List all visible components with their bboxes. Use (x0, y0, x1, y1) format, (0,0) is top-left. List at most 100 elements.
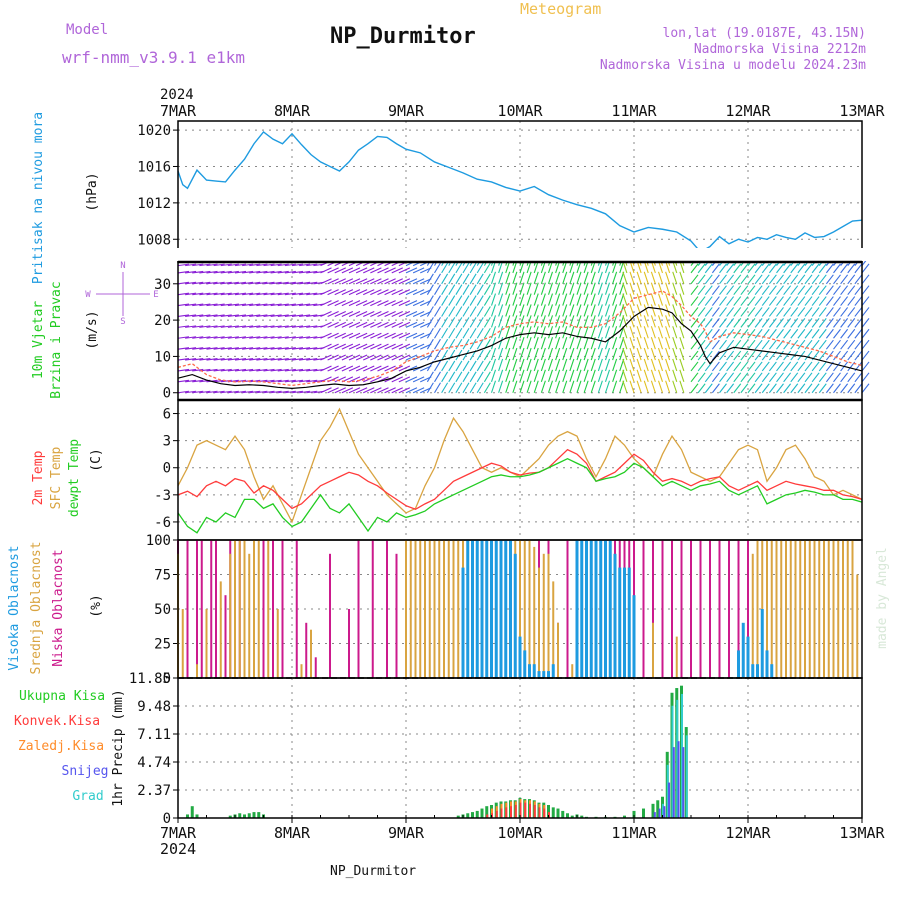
wind-barb (213, 379, 225, 383)
wind-barb (199, 270, 211, 274)
wind-barb (690, 296, 699, 306)
wind-barb (434, 349, 441, 361)
wind-barb (526, 347, 532, 361)
wind-barb (476, 327, 484, 339)
precip-grad-bar (676, 699, 679, 818)
wind-barb (825, 296, 834, 306)
wind-barb (719, 274, 727, 285)
wind-barb (754, 285, 763, 296)
wind-barb (783, 383, 792, 394)
wind-barb (370, 387, 382, 394)
wind-barb (355, 278, 368, 285)
wind-barb (270, 347, 282, 350)
wind-barb (327, 310, 339, 317)
wind-barb (576, 282, 582, 295)
wind-barb (783, 307, 792, 317)
wind-barb (405, 321, 418, 328)
wind-barb (391, 289, 403, 296)
cloud-legend-high: Visoka Oblacnost (7, 545, 22, 670)
wind-barb (533, 336, 539, 350)
wind-barb (533, 326, 539, 339)
wind-barb (398, 343, 411, 350)
cloud-low-bar (371, 540, 374, 678)
wind-barb (306, 270, 318, 274)
wind-barb (455, 262, 463, 274)
wind-barb (256, 263, 268, 267)
wind-barb (704, 274, 713, 285)
wind-gust-line (177, 290, 863, 387)
cloud-high-bar (480, 540, 484, 678)
wind-barb (636, 369, 642, 383)
footer-station: NP_Durmitor (330, 864, 416, 879)
wind-barb (206, 281, 218, 285)
wind-barb (665, 358, 671, 372)
wind-barb (384, 354, 396, 361)
wind-barb (334, 332, 346, 339)
wind-barb (768, 328, 777, 339)
cloud-high-bar (466, 540, 470, 678)
wind-barb (711, 350, 720, 361)
wind-barb (363, 387, 375, 394)
wind-barb (719, 328, 727, 339)
wind-barb (604, 326, 611, 339)
wind-barb (562, 271, 568, 284)
wind-barb (426, 273, 434, 285)
wind-barb (547, 293, 554, 306)
wind-barb (512, 369, 518, 383)
wind-barb (818, 361, 827, 372)
wind-barb (199, 336, 211, 339)
wind-barb (234, 292, 247, 296)
wind-barb (398, 332, 411, 339)
wind-barb (398, 321, 411, 328)
wind-barb (469, 273, 477, 285)
cloud-low-bar (210, 540, 213, 678)
wind-barb (320, 365, 332, 372)
wind-barb (847, 263, 856, 274)
wind-barb (590, 304, 596, 317)
wind-barb (672, 304, 678, 317)
wind-barb (227, 270, 239, 274)
wind-barb (199, 390, 211, 394)
wind-barb (861, 285, 870, 296)
wind-barb (377, 387, 389, 394)
wind-barb (562, 347, 568, 361)
wind-barb (533, 304, 539, 317)
y-tick-label: 10 (154, 349, 171, 365)
wind-barb (797, 296, 806, 306)
wind-barb (833, 285, 841, 296)
wind-barb (199, 303, 211, 307)
wind-barb (498, 358, 504, 372)
wind-barb (220, 281, 232, 285)
wind-barb (348, 267, 361, 274)
wind-barb (227, 347, 239, 350)
wind-barb (177, 314, 190, 318)
wind-barb (512, 358, 518, 372)
wind-barb (629, 304, 635, 317)
wind-barb (234, 347, 247, 350)
wind-barb (818, 285, 827, 296)
wind-barb (234, 314, 247, 318)
cloud-low-bar (642, 540, 645, 678)
wind-barb (306, 390, 318, 394)
wind-barb (412, 267, 425, 274)
wind-barb (370, 343, 382, 350)
wind-barb (811, 318, 820, 328)
wind-barb (377, 365, 389, 372)
wind-barb (622, 293, 628, 306)
wind-barb (327, 387, 339, 394)
wind-barb (505, 293, 511, 306)
cloud-panel: 0 25 50 75 100 (146, 533, 863, 687)
wind-barb (213, 336, 225, 339)
precip-legend-grad: Grad (72, 789, 103, 804)
wind-barb (768, 361, 777, 372)
wind-barb (441, 327, 449, 339)
wind-barb (754, 328, 763, 339)
precip-total-bar (547, 805, 550, 818)
wind-barb (185, 358, 197, 361)
wind-barb (672, 369, 678, 383)
wind-barb (719, 318, 727, 328)
wind-barb (768, 307, 777, 317)
wind-barb (665, 282, 671, 295)
wind-barb (249, 303, 261, 307)
wind-barb (679, 326, 685, 339)
